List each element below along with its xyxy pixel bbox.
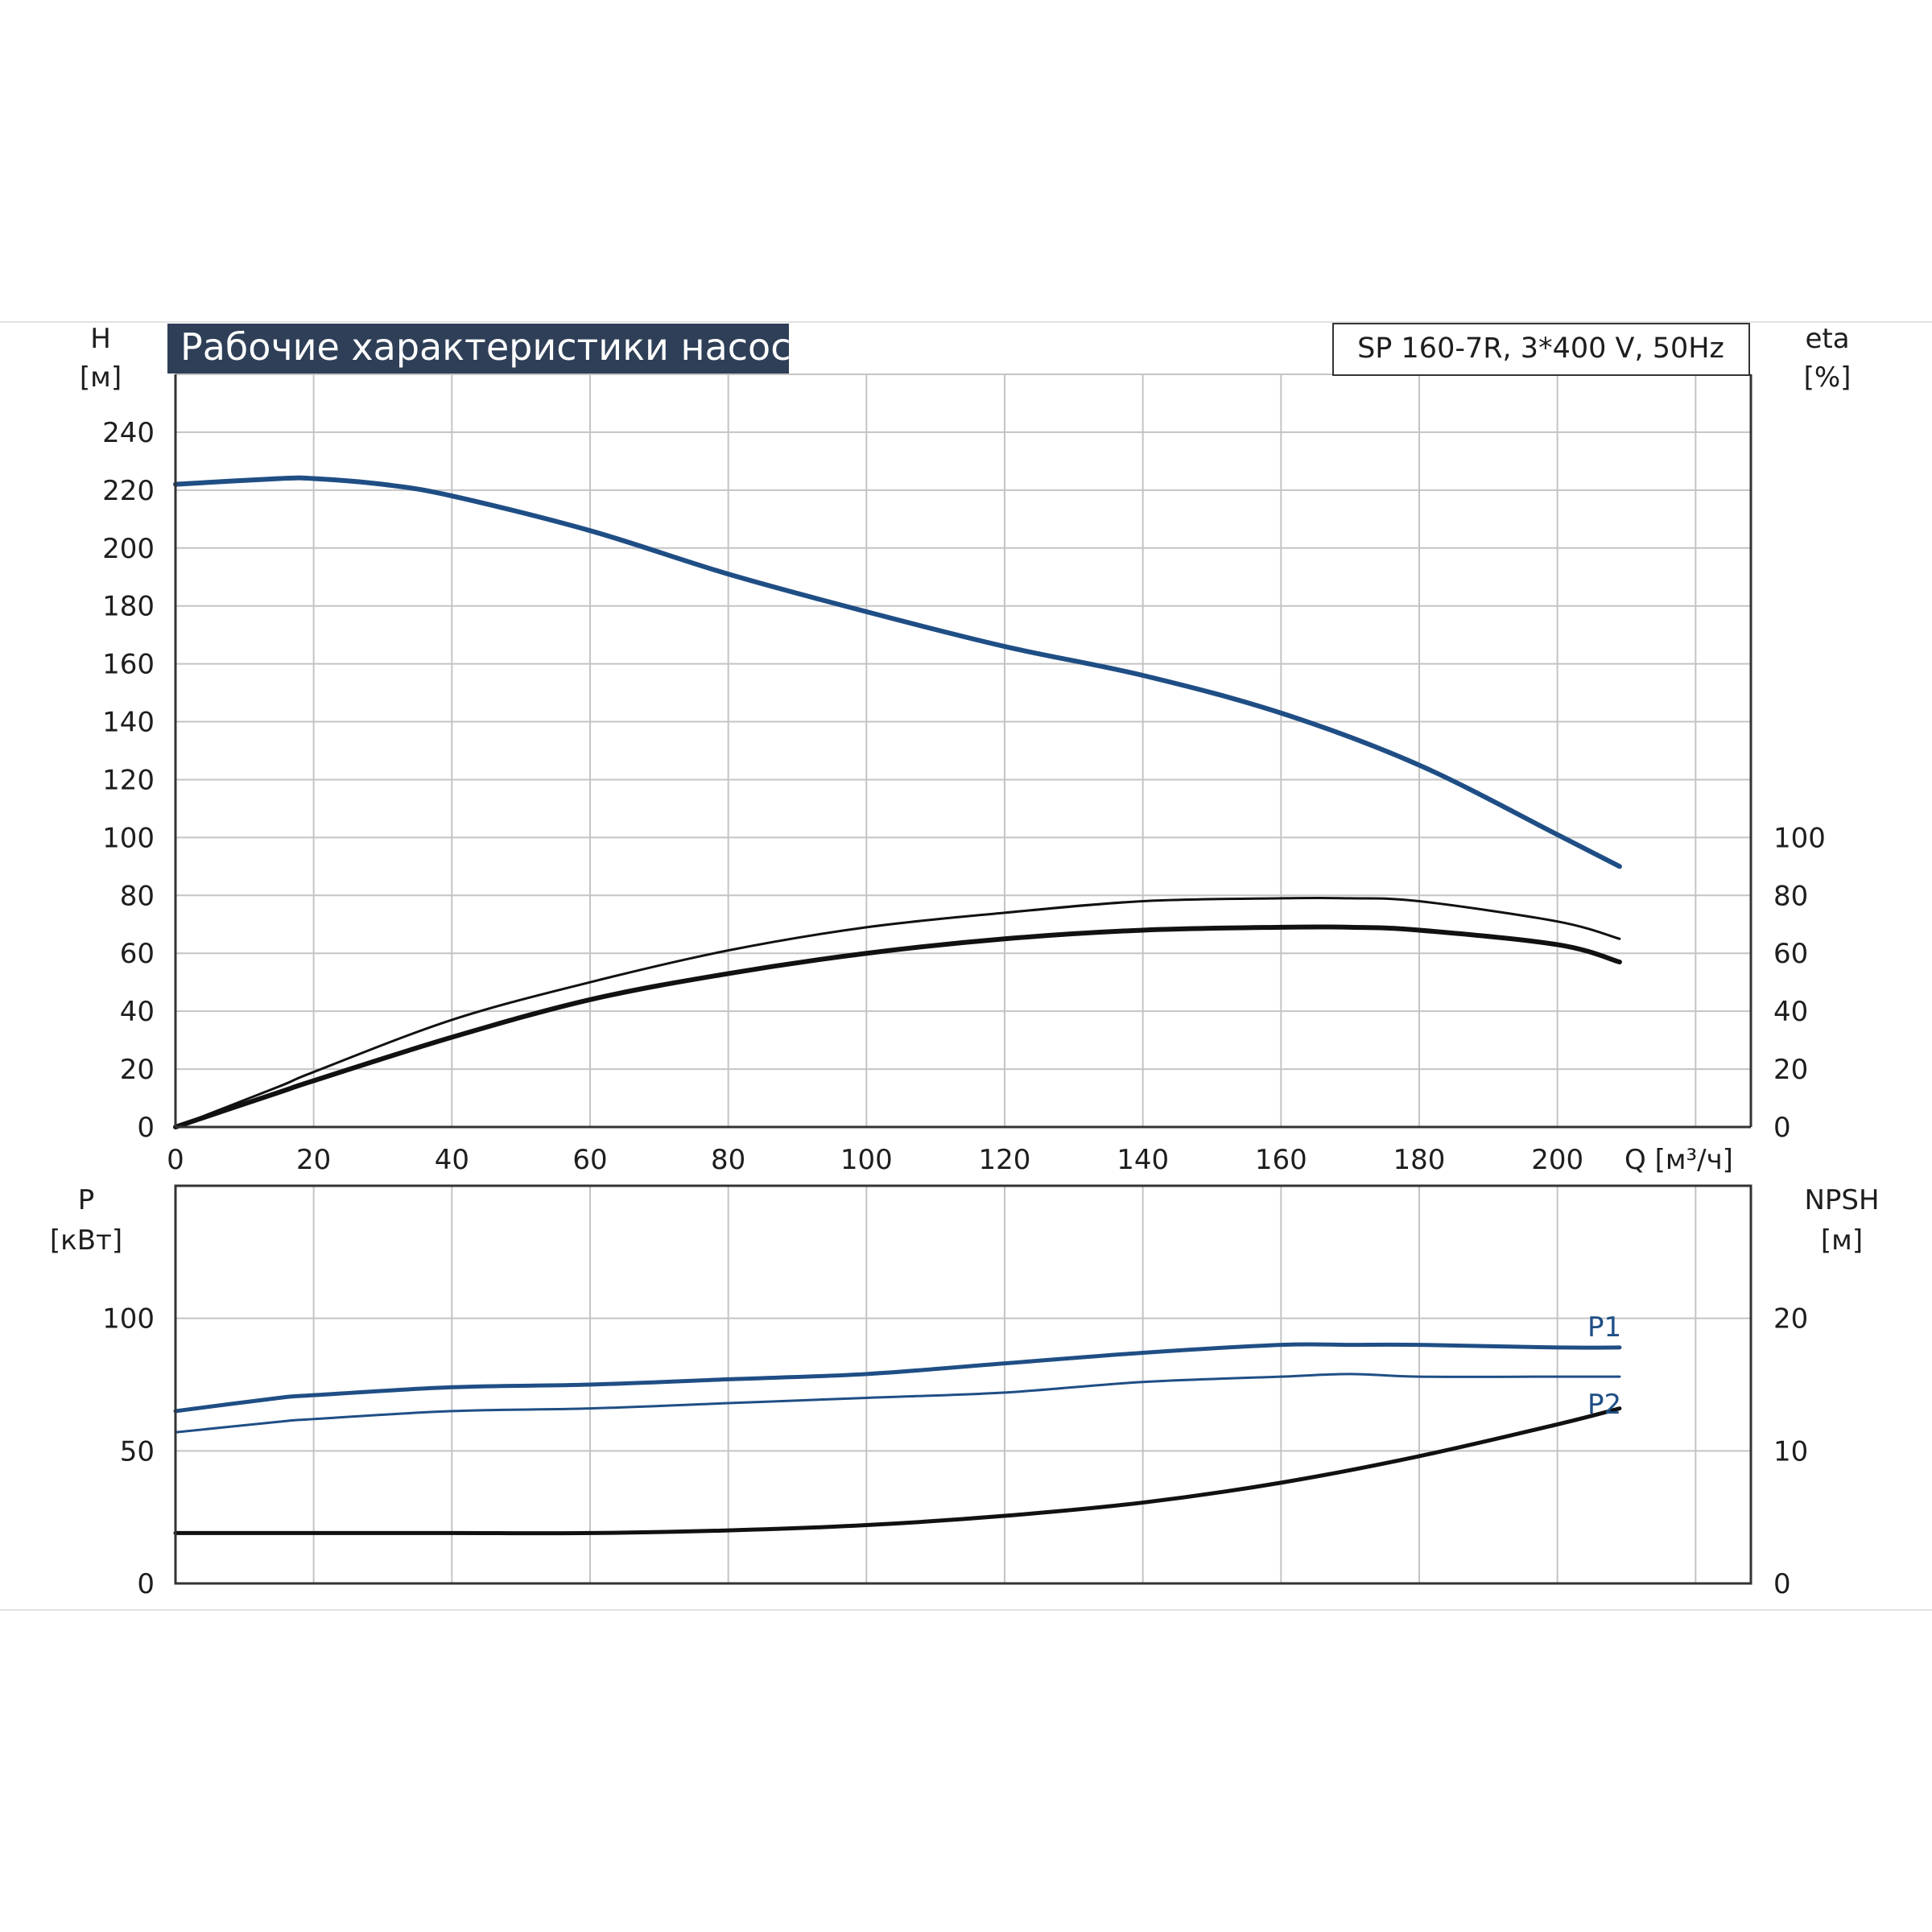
x-tick-label: 0 — [167, 1144, 184, 1176]
p-tick-label: 0 — [137, 1568, 155, 1600]
x-tick-label: 140 — [1117, 1144, 1169, 1176]
p1-label: P1 — [1587, 1311, 1621, 1344]
p-tick-label: 50 — [120, 1435, 155, 1468]
npsh-tick-label: 20 — [1773, 1303, 1808, 1335]
y-right-tick-label: 60 — [1773, 938, 1808, 970]
y-right-unit-lower: [м] — [1821, 1224, 1863, 1257]
y-right-tick-label: 80 — [1773, 880, 1808, 912]
head-curve — [173, 475, 1622, 869]
tick-labels: 0 20 40 60 80 100 120 140 160 180 2000204060801001… — [102, 417, 1826, 1600]
model-label: SP 160-7R, 3*400 V, 50Hz — [1357, 332, 1724, 365]
x-tick-label: 20 — [296, 1144, 331, 1176]
y-left-tick-label: 100 — [102, 822, 155, 854]
x-tick-label: 40 — [435, 1144, 469, 1176]
y-left-tick-label: 120 — [102, 764, 155, 796]
lower-plot-frame — [174, 1184, 1752, 1585]
npsh-tick-label: 0 — [1773, 1568, 1791, 1600]
y-left-tick-label: 140 — [102, 707, 155, 739]
y-left-tick-label: 220 — [102, 475, 155, 507]
curves — [173, 475, 1622, 1536]
y-left-tick-label: 200 — [102, 533, 155, 565]
x-tick-label: 80 — [711, 1144, 745, 1176]
npsh-tick-label: 10 — [1773, 1435, 1808, 1468]
npsh-curve — [173, 1406, 1622, 1536]
x-tick-label: 100 — [840, 1144, 893, 1176]
y-right-label-upper: eta — [1805, 323, 1849, 355]
y-right-tick-label: 0 — [1773, 1112, 1791, 1144]
model-box — [1332, 323, 1750, 376]
x-tick-label: 200 — [1531, 1144, 1583, 1176]
x-tick-label: 60 — [572, 1144, 607, 1176]
y-left-tick-label: 80 — [120, 880, 155, 912]
p2-power-curve — [174, 1373, 1621, 1434]
total-efficiency-curve — [173, 924, 1622, 1129]
y-left-tick-label: 180 — [102, 591, 155, 623]
title-box — [167, 324, 789, 374]
x-tick-label: 120 — [979, 1144, 1031, 1176]
y-left-tick-label: 40 — [120, 996, 155, 1028]
x-axis-unit-label: Q [м³/ч] — [1624, 1144, 1733, 1176]
p-tick-label: 100 — [102, 1303, 155, 1335]
y-left-tick-label: 0 — [137, 1112, 155, 1144]
y-right-unit-upper: [%] — [1804, 361, 1852, 394]
y-right-tick-label: 100 — [1773, 822, 1826, 854]
chart-title: Рабочие характеристики насоса — [180, 325, 814, 369]
p1-power-curve — [173, 1342, 1622, 1414]
y-left-label-lower: P — [78, 1184, 95, 1216]
y-right-tick-label: 40 — [1773, 996, 1808, 1028]
p2-label: P2 — [1587, 1389, 1621, 1421]
y-left-tick-label: 240 — [102, 417, 155, 449]
y-left-tick-label: 160 — [102, 649, 155, 681]
y-left-unit-lower: [кВт] — [50, 1224, 122, 1257]
y-left-tick-label: 60 — [120, 938, 155, 970]
x-tick-label: 160 — [1255, 1144, 1307, 1176]
y-left-label-upper: H — [90, 323, 111, 355]
y-left-tick-label: 20 — [120, 1054, 155, 1086]
lower-grid — [175, 1186, 1751, 1583]
hydraulic-efficiency-curve — [174, 896, 1621, 1129]
y-right-tick-label: 20 — [1773, 1054, 1808, 1086]
y-right-label-lower: NPSH — [1804, 1184, 1879, 1216]
x-tick-label: 180 — [1393, 1144, 1446, 1176]
y-left-unit-upper: [м] — [80, 361, 122, 394]
